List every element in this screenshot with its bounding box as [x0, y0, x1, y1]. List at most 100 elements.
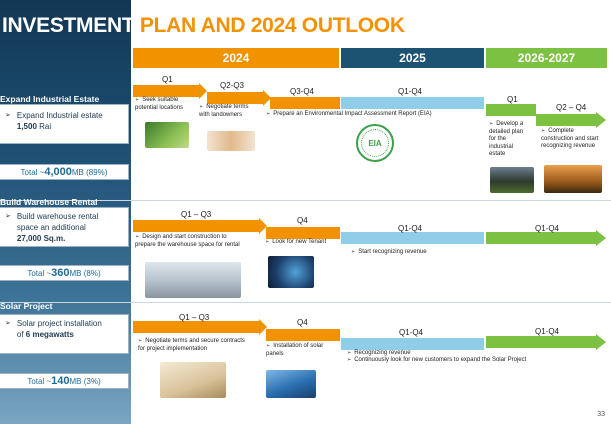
bullet-solar: ➢ Solar project installation of 6 megawa… [5, 318, 102, 340]
total-value: 360 [51, 267, 70, 279]
bar-warehouse-2026 [486, 232, 596, 244]
task-warehouse-3: ➢ Start recognizing revenue [351, 249, 481, 257]
eia-seal-icon: EIA [356, 124, 394, 162]
q-label: Q2-Q3 [220, 81, 245, 90]
q-label: Q1 [507, 95, 518, 104]
header-2026-2027: 2026-2027 [486, 48, 607, 68]
arrow-bullet-icon: ➢ [266, 343, 271, 349]
header-2025: 2025 [341, 48, 484, 68]
arrow-bullet-icon: ➢ [347, 357, 352, 363]
task-text: Negotiate terms and secure contracts for… [138, 338, 245, 352]
arrow-bullet-icon: ➢ [5, 213, 11, 220]
section-title-industrial: Expand Industrial Estate [0, 94, 100, 104]
task-text: Prepare an Environmental Impact Assessme… [273, 111, 432, 117]
q-label: Q1-Q4 [398, 224, 423, 233]
bar-solar-q4 [266, 329, 340, 341]
bar-solar-2025 [341, 338, 484, 350]
task-industrial-2: ➢ Negotiate terms with landowners [199, 104, 259, 119]
tenant-search-image [268, 256, 314, 288]
arrow-bullet-icon: ➢ [5, 112, 11, 119]
task-text: Start recognizing revenue [358, 249, 427, 255]
arrow-bullet-icon: ➢ [541, 128, 546, 134]
total-prefix: Total ~ [20, 167, 45, 177]
bullet-text: Build warehouse rental space an addition… [17, 211, 98, 244]
task-text: Seek suitable potential locations [135, 97, 184, 111]
total-industrial: Total ~4,000 MB (89%) [0, 164, 129, 180]
bar-arrow-icon [596, 334, 606, 350]
bar-solar-2026 [486, 336, 596, 348]
header-2024: 2024 [133, 48, 339, 68]
arrow-bullet-icon: ➢ [135, 97, 140, 103]
q-label: Q1-Q4 [535, 327, 560, 336]
arrow-bullet-icon: ➢ [265, 239, 270, 245]
bar-arrow-icon [259, 319, 267, 335]
q-label: Q1 – Q3 [181, 210, 212, 219]
arrow-bullet-icon: ➢ [199, 104, 204, 110]
task-solar-2: ➢ Installation of solar panels [266, 343, 338, 358]
bullet-industrial-unit: Rai [36, 122, 52, 131]
arrow-bullet-icon: ➢ [347, 350, 352, 356]
bar-arrow-icon [596, 230, 606, 246]
bullet-industrial: ➢ Expand Industrial estate 1,500 Rai [5, 110, 103, 132]
section-divider [0, 302, 611, 303]
bullet-industrial-value: 1,500 [16, 122, 37, 131]
excavator-image [544, 165, 602, 193]
task-text: Design and start construction to prepare… [135, 234, 240, 248]
q-label: Q1-Q4 [535, 224, 560, 233]
section-box-solar [0, 314, 129, 354]
bar-arrow-icon [596, 112, 606, 128]
bullet-text: Solar project installation of 6 megawatt… [17, 318, 102, 340]
task-text: Look for new Tenant [272, 239, 327, 245]
task-solar-4: ➢ Continuously look for new customers to … [347, 357, 557, 365]
q-label: Q2 – Q4 [556, 103, 587, 112]
bullet-warehouse-line2: space an additional [16, 223, 86, 232]
q-label: Q1 [162, 75, 173, 84]
task-industrial-4: ➢ Develop a detailed plan for the industr… [489, 121, 529, 159]
bar-arrow-icon [259, 218, 267, 234]
bullet-solar-line1: Solar project installation [16, 319, 102, 328]
bar-industrial-q2q3 [207, 92, 265, 104]
total-suffix: MB (3%) [69, 376, 101, 386]
section-title-warehouse: Build Warehouse Rental [0, 197, 98, 207]
bullet-warehouse: ➢ Build warehouse rental space an additi… [5, 211, 98, 244]
q-label: Q1 – Q3 [179, 313, 210, 322]
bullet-text: Expand Industrial estate 1,500 Rai [17, 110, 103, 132]
arrow-bullet-icon: ➢ [135, 234, 140, 240]
contract-image [160, 362, 226, 398]
bullet-industrial-text: Expand Industrial estate [16, 111, 103, 120]
construction-site-image [490, 167, 534, 193]
bullet-solar-value: 6 megawatts [25, 330, 74, 339]
total-warehouse: Total ~360 MB (8%) [0, 265, 129, 281]
q-label: Q4 [297, 318, 308, 327]
q-label: Q4 [297, 216, 308, 225]
bullet-warehouse-value: 27,000 Sq.m. [16, 234, 66, 243]
solar-panel-image [266, 370, 316, 398]
task-industrial-1: ➢ Seek suitable potential locations [135, 97, 197, 112]
bar-industrial-2025 [341, 97, 484, 109]
bar-industrial-2026-q1 [486, 104, 536, 116]
arrow-bullet-icon: ➢ [266, 111, 271, 117]
task-industrial-3: ➢ Prepare an Environmental Impact Assessm… [266, 111, 476, 119]
warehouse-image [145, 262, 241, 298]
total-solar: Total ~140 MB (3%) [0, 373, 129, 389]
arrow-bullet-icon: ➢ [489, 121, 494, 127]
total-prefix: Total ~ [27, 376, 52, 386]
bar-warehouse-2025 [341, 232, 484, 244]
q-label: Q1-Q4 [398, 87, 423, 96]
task-warehouse-2: ➢ Look for new Tenant [265, 239, 340, 247]
total-prefix: Total ~ [27, 268, 52, 278]
task-warehouse-1: ➢ Design and start construction to prepar… [135, 234, 245, 249]
task-solar-3: ➢ Recognizing revenue [347, 350, 547, 358]
bar-arrow-icon [199, 83, 207, 99]
aerial-land-image [145, 122, 189, 148]
handshake-image [207, 131, 255, 151]
total-suffix: MB (8%) [69, 268, 101, 278]
bar-solar-q1q3 [133, 321, 261, 333]
total-value: 140 [51, 375, 70, 387]
bar-industrial-q3q4 [270, 97, 340, 109]
bar-warehouse-q4 [266, 227, 340, 239]
bar-industrial-q1 [133, 85, 201, 97]
task-industrial-5: ➢ Complete construction and start recogni… [541, 128, 603, 151]
section-box-warehouse [0, 207, 129, 247]
task-text: Installation of solar panels [266, 343, 324, 357]
